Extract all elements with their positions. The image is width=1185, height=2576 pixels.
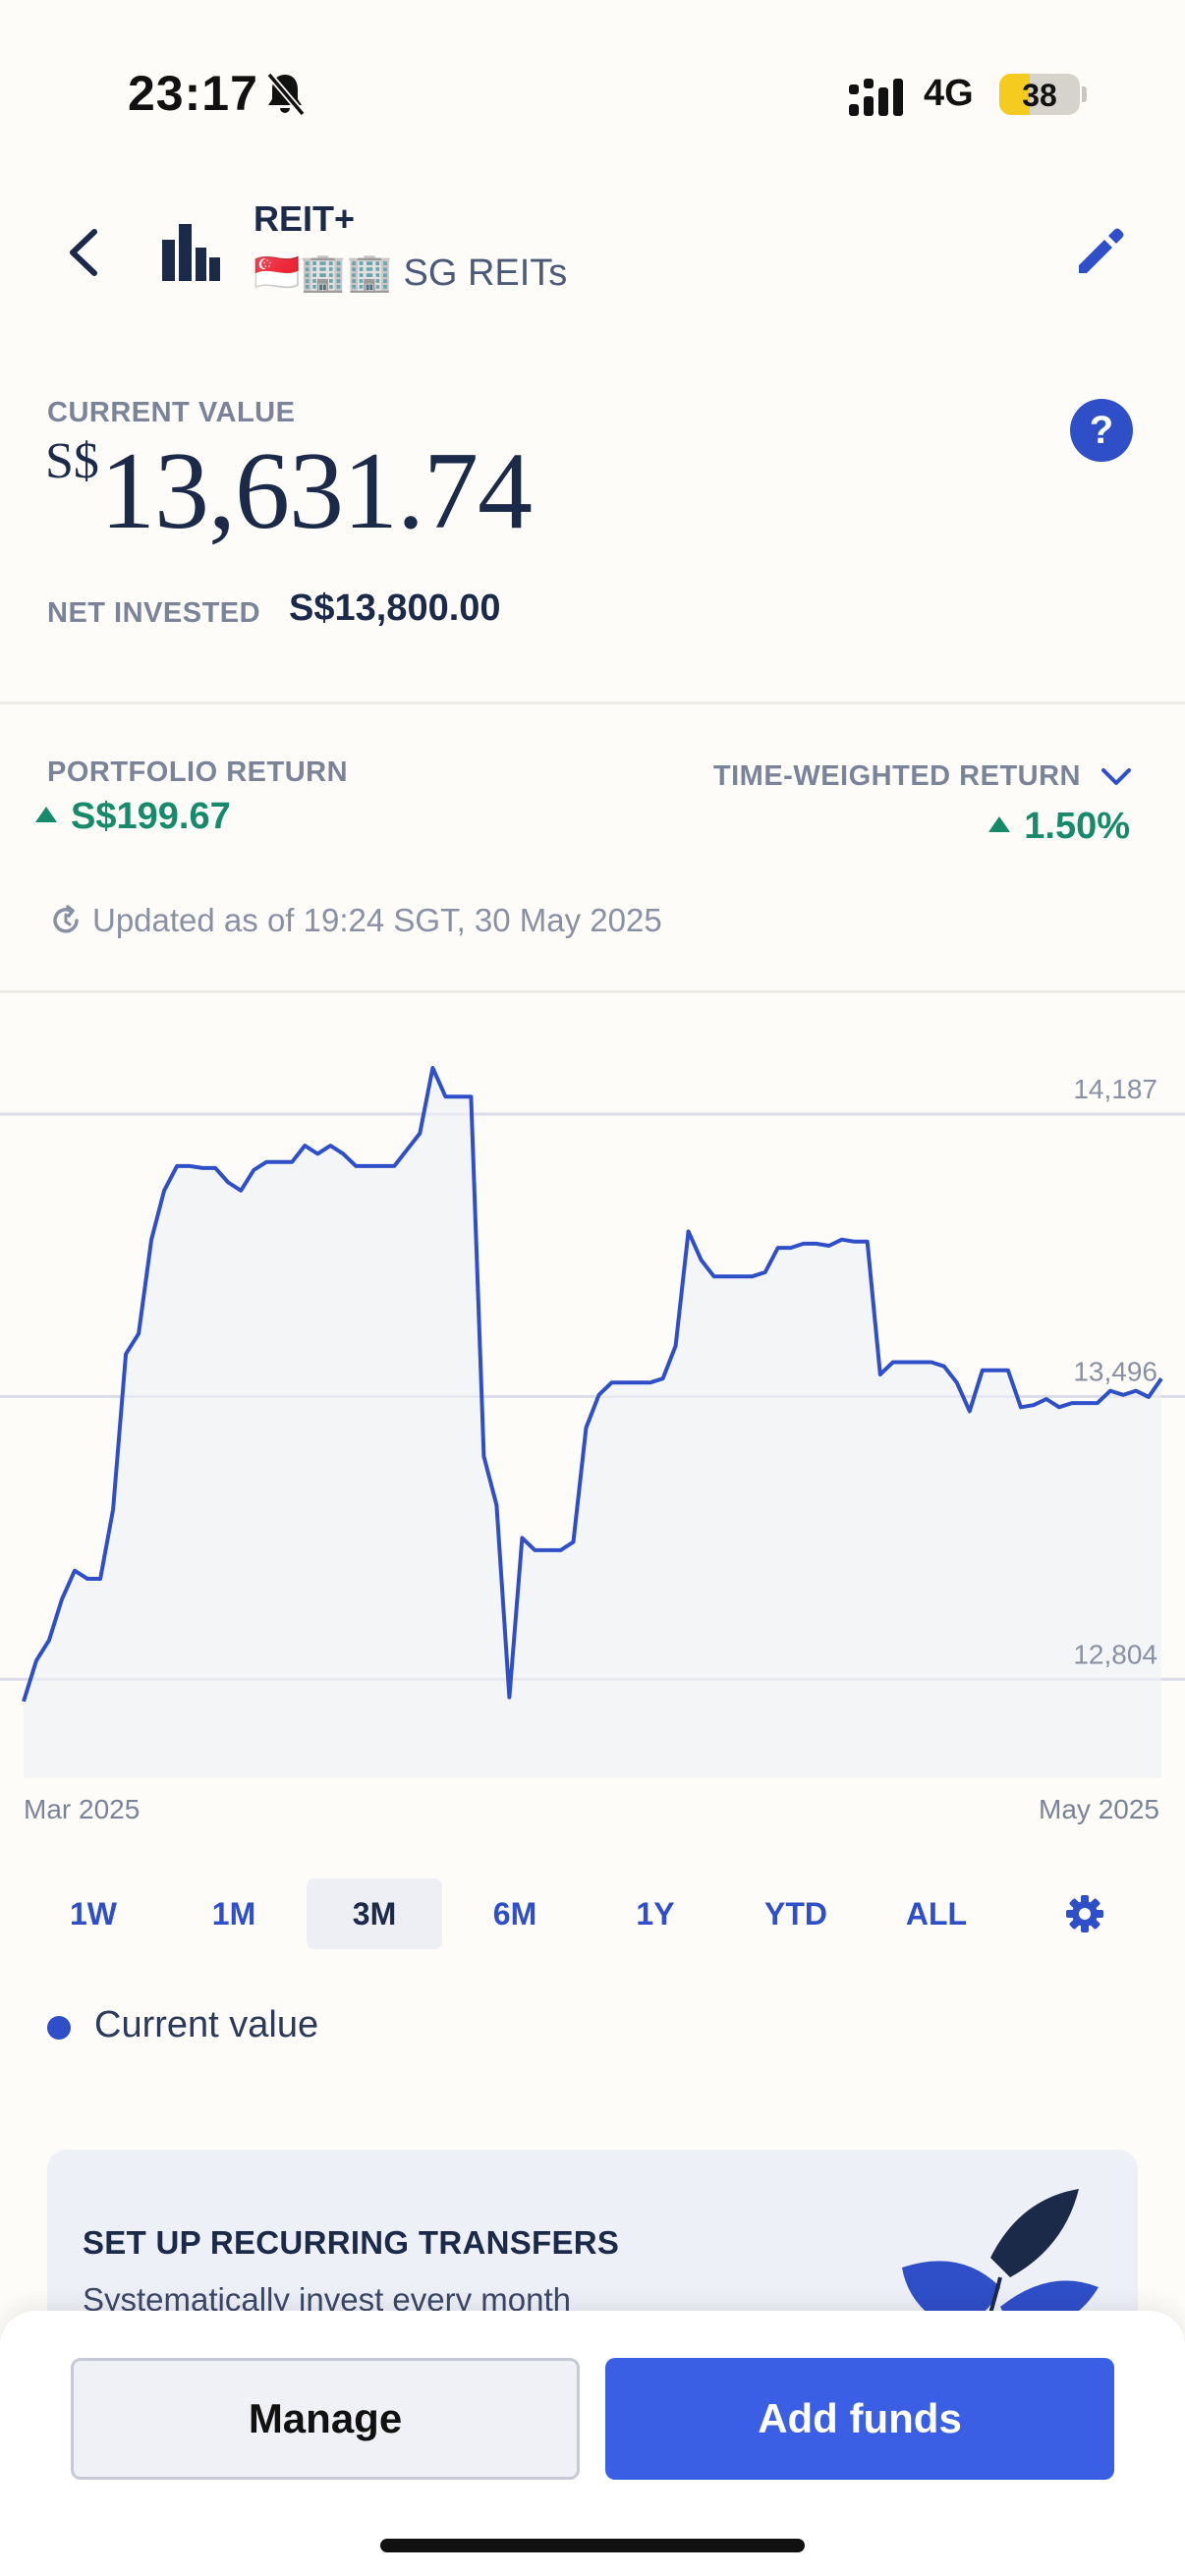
updated-text: Updated as of 19:24 SGT, 30 May 2025	[92, 902, 662, 938]
range-selector: 1W 1M 3M 6M 1Y YTD ALL	[26, 1878, 1165, 1949]
legend-dot-current-value	[47, 2016, 71, 2040]
network-type: 4G	[924, 73, 974, 114]
chevron-left-icon	[70, 229, 97, 276]
battery-percent: 38	[1022, 78, 1057, 113]
current-value-currency: S$	[45, 433, 99, 489]
triangle-up-icon	[35, 807, 57, 822]
current-value-label: CURRENT VALUE	[47, 397, 296, 428]
y-tick-label: 12,804	[1073, 1639, 1157, 1669]
net-invested-value: S$13,800.00	[289, 588, 501, 629]
battery-nub	[1082, 86, 1087, 102]
battery-level	[999, 74, 1031, 115]
range-1y-button[interactable]: 1Y	[636, 1896, 675, 1932]
twr-percent: 1.50%	[1024, 806, 1130, 847]
range-3m-button[interactable]: 3M	[307, 1878, 442, 1949]
portfolio-return-amount: S$199.67	[71, 796, 231, 837]
fund-subtitle: 🇸🇬🏢🏢 SG REITs	[254, 252, 568, 294]
y-tick-label: 14,187	[1073, 1074, 1157, 1104]
range-ytd-button[interactable]: YTD	[764, 1896, 827, 1932]
bar-chart-icon	[162, 224, 220, 281]
value-chart[interactable]: 12,804 13,496 14,187	[0, 1041, 1185, 1827]
refresh-clock-icon	[53, 905, 79, 933]
back-button[interactable]	[57, 218, 112, 287]
chart-area	[24, 1068, 1161, 1778]
chart-line-current-value	[22, 1066, 1163, 1703]
range-6m-button[interactable]: 6M	[492, 1896, 537, 1932]
battery-icon: 38	[999, 74, 1080, 115]
promo-title: SET UP RECURRING TRANSFERS	[83, 2224, 620, 2261]
range-1m-button[interactable]: 1M	[211, 1896, 256, 1932]
triangle-up-icon	[988, 816, 1011, 832]
updated-timestamp: Updated as of 19:24 SGT, 30 May 2025	[49, 902, 662, 939]
edit-button[interactable]	[1073, 224, 1128, 279]
pencil-icon	[1079, 228, 1124, 273]
twr-selector[interactable]: TIME-WEIGHTED RETURN	[713, 760, 1132, 793]
status-time: 23:17	[128, 66, 258, 121]
add-funds-button[interactable]: Add funds	[605, 2358, 1114, 2480]
twr-value: 1.50%	[988, 806, 1130, 848]
y-tick-label: 13,496	[1073, 1356, 1157, 1386]
divider	[0, 990, 1185, 993]
net-invested-label: NET INVESTED	[47, 597, 261, 629]
portfolio-return-label: PORTFOLIO RETURN	[47, 756, 349, 788]
x-axis-start-label: Mar 2025	[24, 1794, 141, 1824]
home-indicator[interactable]	[380, 2539, 805, 2552]
signal-bars-icon	[849, 79, 903, 116]
x-axis-end-label: May 2025	[1039, 1794, 1159, 1824]
manage-button[interactable]: Manage	[71, 2358, 580, 2480]
portfolio-return-value: S$199.67	[35, 796, 231, 838]
twr-label: TIME-WEIGHTED RETURN	[712, 760, 1081, 792]
range-1w-button[interactable]: 1W	[70, 1896, 117, 1932]
current-value: 13,631.74	[100, 430, 533, 552]
range-all-button[interactable]: ALL	[905, 1896, 968, 1932]
fund-name: REIT+	[254, 198, 356, 239]
divider	[0, 701, 1185, 704]
chart-y-ticks: 12,804 13,496 14,187	[1073, 1074, 1157, 1669]
chevron-down-icon	[1101, 767, 1131, 785]
bell-slash-icon	[266, 72, 306, 117]
legend-label: Current value	[94, 2004, 319, 2045]
help-button[interactable]: ?	[1070, 399, 1133, 462]
chart-settings-button[interactable]	[1065, 1894, 1104, 1933]
